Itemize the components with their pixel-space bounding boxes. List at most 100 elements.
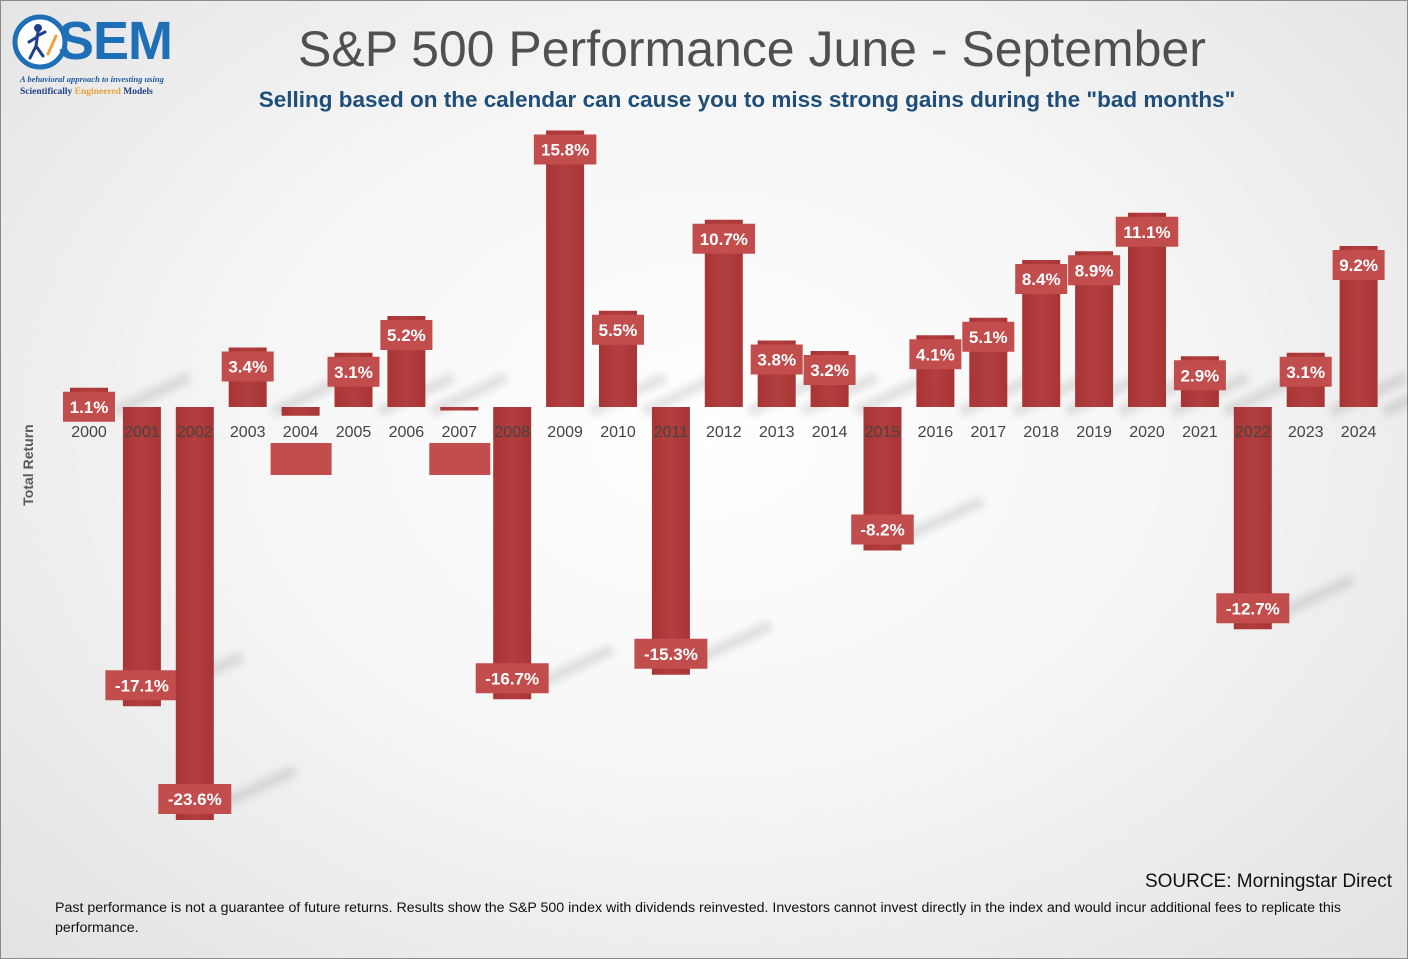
- data-label-2023: 3.1%: [1286, 363, 1325, 382]
- data-label-2020: 11.1%: [1123, 223, 1170, 242]
- chart-subtitle: Selling based on the calendar can cause …: [258, 87, 1236, 112]
- data-label-2001: -17.1%: [115, 676, 169, 695]
- x-tick-label-2008: 2008: [494, 424, 530, 441]
- data-label-2024: 9.2%: [1339, 256, 1378, 275]
- data-label-2022: -12.7%: [1226, 599, 1280, 618]
- x-tick-label-2012: 2012: [706, 424, 742, 441]
- x-tick-label-2024: 2024: [1341, 424, 1377, 441]
- x-tick-label-2017: 2017: [971, 424, 1007, 441]
- x-tick-label-2020: 2020: [1129, 424, 1165, 441]
- disclaimer: Past performance is not a guarantee of f…: [55, 900, 1342, 936]
- x-tick-label-2015: 2015: [865, 424, 901, 441]
- bar-shadow: [693, 619, 774, 665]
- x-tick-label-2023: 2023: [1288, 424, 1324, 441]
- bar-2007: [440, 407, 479, 411]
- data-label-2005: 3.1%: [334, 363, 373, 382]
- data-label-box: [1173, 360, 1226, 391]
- bar-2004: [281, 407, 320, 416]
- data-label-2015: -8.2%: [860, 521, 904, 540]
- data-label-box: [63, 391, 115, 422]
- data-label-2012: 10.7%: [700, 230, 748, 249]
- data-label-2017: 5.1%: [969, 328, 1008, 347]
- data-label-box: [750, 344, 803, 375]
- data-label-2002: -23.6%: [168, 790, 222, 809]
- logo-tagline: A behavioral approach to investing using: [20, 74, 164, 84]
- data-label-2000: 1.1%: [70, 398, 109, 417]
- data-label-2021: 2.9%: [1181, 366, 1220, 385]
- data-label-box: [475, 663, 549, 694]
- data-label-box: [1216, 593, 1290, 624]
- data-label-box: [533, 134, 597, 165]
- bar-shadow: [535, 644, 615, 690]
- data-label-2006: 5.2%: [387, 326, 426, 345]
- bar-2008: [493, 407, 532, 700]
- x-tick-label-2003: 2003: [230, 424, 266, 441]
- data-label-box: [1332, 250, 1385, 280]
- bar-shadow: [852, 372, 933, 417]
- data-label-box: [221, 351, 274, 382]
- x-tick-label-2004: 2004: [283, 424, 319, 441]
- x-tick-label-2000: 2000: [71, 424, 107, 441]
- data-label-2019: 8.9%: [1075, 261, 1114, 280]
- bar-shadow: [1275, 574, 1356, 620]
- data-label-2010: 5.5%: [599, 321, 638, 340]
- data-label-box: [634, 638, 708, 669]
- data-label-box: [592, 314, 644, 345]
- x-tick-label-2005: 2005: [336, 424, 372, 441]
- bar-shadow: [217, 765, 298, 810]
- data-label-2003: 3.4%: [228, 358, 267, 377]
- logo-models-word-3: Models: [120, 87, 153, 97]
- data-label-box: [851, 514, 914, 545]
- bar-2022: [1233, 407, 1272, 630]
- data-label-box: [1115, 216, 1179, 247]
- data-label-box: [158, 784, 232, 814]
- sem-logo: SEM A behavioral approach to investing u…: [12, 11, 192, 102]
- data-label-box: [380, 320, 433, 350]
- bar-shadow: [905, 495, 986, 541]
- bar-shadow: [429, 372, 510, 417]
- x-tick-label-2009: 2009: [547, 424, 583, 441]
- small-value-box-2004: [270, 443, 332, 475]
- x-tick-label-2006: 2006: [389, 424, 425, 441]
- x-tick-label-2001: 2001: [124, 424, 160, 441]
- data-label-2014: 3.2%: [810, 361, 849, 380]
- x-tick-label-2018: 2018: [1023, 424, 1059, 441]
- source-note: SOURCE: Morningstar Direct: [1144, 871, 1392, 892]
- x-tick-label-2010: 2010: [600, 424, 636, 441]
- data-label-box: [1279, 356, 1332, 387]
- x-tick-label-2016: 2016: [918, 424, 954, 441]
- data-label-2009: 15.8%: [541, 141, 589, 160]
- bar-shadow: [1381, 394, 1408, 417]
- small-value-box-2007: [429, 443, 491, 475]
- figure-climbing-icon: [12, 14, 68, 70]
- bar-2002: [175, 407, 214, 820]
- x-tick-label-2021: 2021: [1182, 424, 1218, 441]
- data-label-box: [692, 223, 756, 254]
- data-label-box: [1015, 264, 1068, 294]
- x-tick-label-2014: 2014: [812, 424, 848, 441]
- x-tick-label-2011: 2011: [654, 424, 689, 441]
- data-label-box: [1068, 255, 1121, 286]
- x-tick-label-2019: 2019: [1076, 424, 1112, 441]
- data-label-box: [909, 339, 962, 370]
- data-label-2016: 4.1%: [916, 345, 955, 364]
- bar-2009: [546, 130, 585, 407]
- x-tick-label-2013: 2013: [759, 424, 795, 441]
- data-label-2013: 3.8%: [757, 351, 796, 370]
- x-tick-label-2022: 2022: [1235, 424, 1271, 441]
- data-label-2008: -16.7%: [485, 669, 539, 688]
- data-label-2018: 8.4%: [1022, 270, 1061, 289]
- data-label-box: [327, 356, 380, 387]
- logo-models-word-1: Scientifically: [20, 87, 75, 97]
- data-label-box: [803, 355, 856, 385]
- x-tick-label-2002: 2002: [177, 424, 213, 441]
- logo-wordmark: SEM: [58, 11, 173, 71]
- x-tick-label-2007: 2007: [442, 424, 478, 441]
- bar-2011: [651, 407, 690, 675]
- logo-models-word-2: Engineered: [74, 87, 121, 97]
- bar-shadow: [111, 372, 192, 417]
- chart-title: S&P 500 Performance June - September: [298, 21, 1206, 77]
- bar-2001: [122, 407, 161, 707]
- logo-models-line: Scientifically Engineered Models: [20, 87, 153, 97]
